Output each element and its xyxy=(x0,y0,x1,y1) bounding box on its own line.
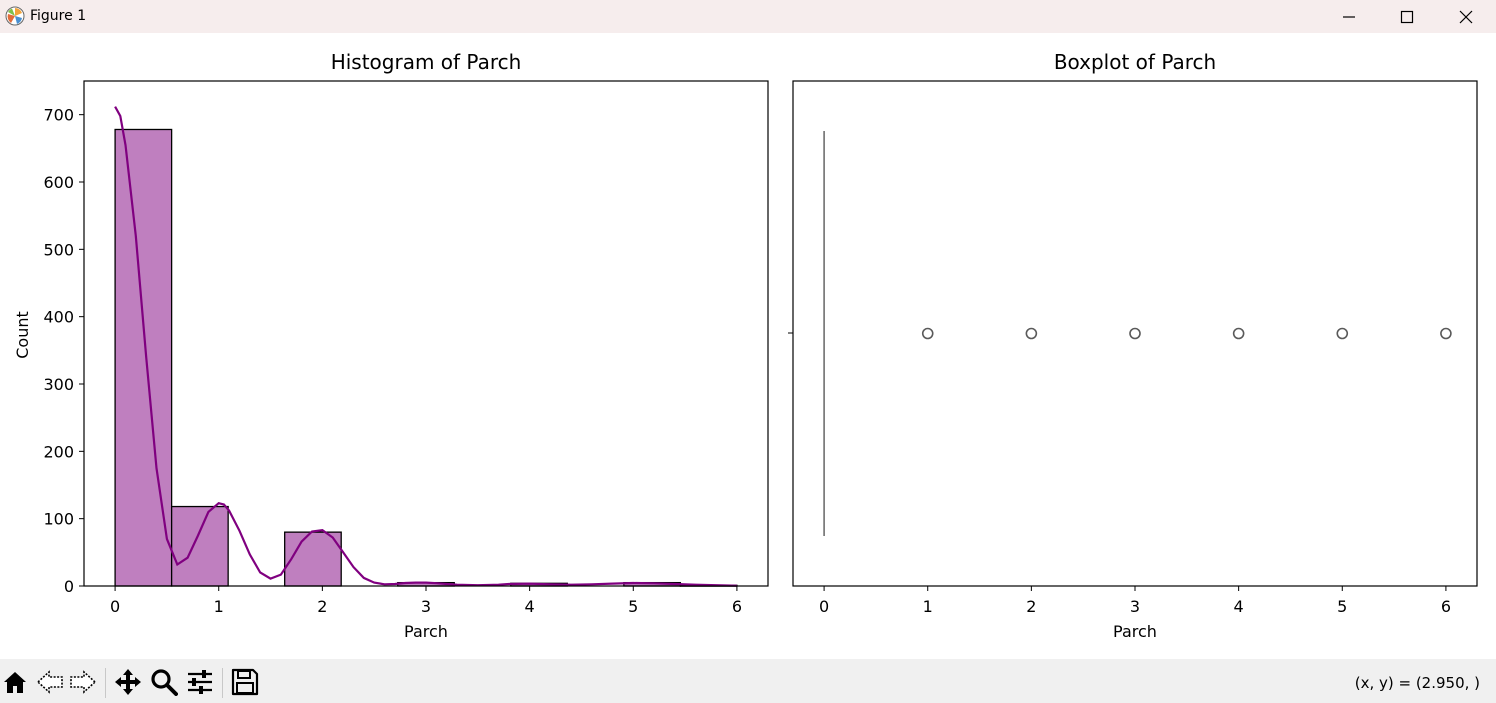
y-tick-label: 600 xyxy=(43,173,74,192)
outlier-point xyxy=(1336,327,1349,340)
y-tick-label: 500 xyxy=(43,240,74,259)
zoom-icon xyxy=(151,669,178,696)
histogram-x-label: Parch xyxy=(404,622,448,641)
toolbar-separator xyxy=(222,668,223,698)
histogram-y-label: Count xyxy=(13,311,32,359)
boxplot-x-ticks: 0 1 2 3 4 5 6 xyxy=(819,586,1451,616)
x-tick-label: 1 xyxy=(923,597,933,616)
forward-arrow-icon xyxy=(70,670,97,694)
close-icon xyxy=(1459,10,1473,23)
cursor-coordinates: (x, y) = (2.950, ) xyxy=(1354,674,1480,692)
configure-subplots-icon xyxy=(188,670,212,694)
boxplot-plot-area xyxy=(793,81,1477,586)
histogram-title: Histogram of Parch xyxy=(331,50,522,74)
forward-button[interactable] xyxy=(68,667,98,697)
outlier-point xyxy=(1232,327,1245,340)
maximize-button[interactable] xyxy=(1378,0,1436,33)
histogram-x-ticks: 0 1 2 3 4 5 6 xyxy=(110,586,742,616)
boxplot-title: Boxplot of Parch xyxy=(1054,50,1216,74)
x-tick-label: 4 xyxy=(525,597,535,616)
back-button[interactable] xyxy=(35,667,65,697)
pan-icon xyxy=(115,669,141,695)
boxplot-x-label: Parch xyxy=(1113,622,1157,641)
save-icon xyxy=(231,668,259,696)
histogram-y-ticks: 0 100 200 300 400 500 600 700 xyxy=(43,106,84,596)
x-tick-label: 6 xyxy=(1441,597,1451,616)
y-tick-label: 200 xyxy=(43,442,74,461)
x-tick-label: 3 xyxy=(421,597,431,616)
kde-line xyxy=(114,106,737,587)
minimize-button[interactable] xyxy=(1320,0,1378,33)
histogram-bar xyxy=(170,505,229,587)
zoom-button[interactable] xyxy=(149,667,179,697)
y-tick-label: 100 xyxy=(43,510,74,529)
outlier-point xyxy=(1129,327,1141,340)
histogram-bar xyxy=(284,531,342,587)
histogram-plot-area xyxy=(84,81,768,586)
y-tick-label: 400 xyxy=(43,308,74,327)
maximize-icon xyxy=(1400,10,1414,23)
x-tick-label: 6 xyxy=(732,597,742,616)
y-tick-label: 0 xyxy=(64,577,74,596)
y-tick-label: 700 xyxy=(43,106,74,125)
minimize-icon xyxy=(1343,15,1355,18)
outlier-point xyxy=(1440,327,1452,340)
x-tick-label: 5 xyxy=(628,597,638,616)
close-button[interactable] xyxy=(1437,0,1495,33)
outlier-point xyxy=(921,327,934,340)
pan-button[interactable] xyxy=(113,667,143,697)
home-button[interactable] xyxy=(0,667,30,697)
save-button[interactable] xyxy=(230,667,260,697)
window-title-bar: Figure 1 xyxy=(0,0,1496,33)
toolbar-separator xyxy=(105,668,106,698)
window-title: Figure 1 xyxy=(30,8,87,24)
x-tick-label: 4 xyxy=(1234,597,1244,616)
matplotlib-icon xyxy=(5,6,25,26)
x-tick-label: 2 xyxy=(1026,597,1036,616)
boxplot-axes: Boxplot of Parch 0 1 2 3 4 5 6 Parch xyxy=(788,50,1478,641)
x-tick-label: 1 xyxy=(214,597,224,616)
x-tick-label: 0 xyxy=(819,597,829,616)
y-tick-label: 300 xyxy=(43,375,74,394)
back-arrow-icon xyxy=(36,670,63,694)
outlier-point xyxy=(1025,327,1038,340)
navigation-toolbar xyxy=(0,659,1496,703)
x-tick-label: 2 xyxy=(317,597,327,616)
histogram-axes: Histogram of Parch 0 1 2 3 4 5 6 0 100 200 300 400… xyxy=(13,50,769,641)
boxplot-outliers xyxy=(921,327,1452,340)
configure-subplots-button[interactable] xyxy=(185,667,215,697)
x-tick-label: 3 xyxy=(1130,597,1140,616)
x-tick-label: 0 xyxy=(110,597,120,616)
home-icon xyxy=(4,672,26,693)
x-tick-label: 5 xyxy=(1337,597,1347,616)
